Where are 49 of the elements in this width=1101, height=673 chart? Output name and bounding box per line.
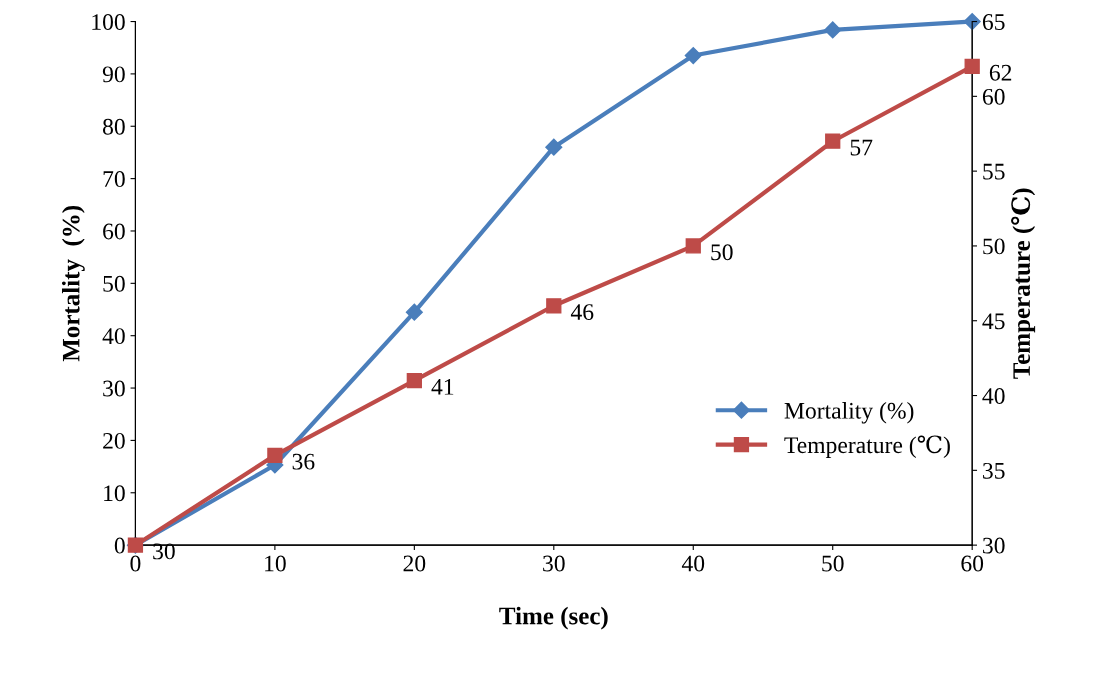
- point: [963, 12, 981, 31]
- data-label: 30: [153, 543, 175, 560]
- y-tick-label: 100: [92, 14, 125, 30]
- y2-tick-label: 45: [982, 313, 1005, 330]
- y2-axis-title: Temperature (℃): [1011, 188, 1036, 379]
- y-tick-label: 10: [104, 485, 125, 502]
- x-tick-label: 30: [543, 555, 565, 572]
- point: [825, 133, 841, 149]
- y2-tick-label: 65: [982, 14, 1005, 30]
- y-tick-label: 60: [103, 223, 125, 240]
- y-tick-label: 70: [103, 171, 125, 188]
- y-tick-label: 30: [103, 380, 125, 397]
- x-tick-label: 10: [265, 555, 286, 572]
- data-label: 57: [850, 139, 873, 156]
- y2-tick-label: 40: [982, 388, 1005, 404]
- y-tick-label: 40: [102, 328, 125, 345]
- x-tick-label: 60: [961, 555, 984, 572]
- legend-label: Temperature (℃): [784, 435, 950, 458]
- x-tick-label: 20: [403, 555, 426, 572]
- legend-label: Mortality (%): [784, 402, 914, 424]
- point: [685, 238, 701, 254]
- y-tick-label: 20: [103, 432, 125, 449]
- data-label: 36: [292, 453, 315, 470]
- y2-tick-label: 50: [983, 238, 1005, 255]
- point: [546, 298, 562, 314]
- data-label: 50: [711, 244, 733, 261]
- data-label: 46: [570, 304, 594, 321]
- point: [405, 303, 423, 321]
- y2-tick-label: 55: [983, 163, 1005, 180]
- point: [267, 447, 283, 464]
- x-tick-label: 50: [822, 555, 844, 572]
- point: [684, 47, 702, 65]
- y-tick-label: 80: [102, 118, 125, 135]
- x-tick-label: 40: [681, 555, 705, 572]
- x-axis-title: Time (sec): [499, 606, 608, 630]
- x-tick-label: 0: [130, 555, 141, 572]
- point: [824, 21, 842, 39]
- y-axis-title: Mortality (%): [61, 205, 85, 362]
- y-tick-label: 90: [102, 66, 125, 83]
- point: [545, 138, 563, 156]
- y2-tick-label: 60: [982, 88, 1005, 105]
- data-label: 62: [989, 64, 1012, 81]
- point: [964, 58, 980, 75]
- y-tick-label: 0: [114, 537, 125, 554]
- y2-tick-label: 35: [983, 462, 1005, 479]
- data-label: 41: [431, 379, 454, 395]
- y2-tick-label: 30: [983, 537, 1005, 554]
- point: [406, 372, 422, 389]
- y-tick-label: 50: [103, 275, 125, 292]
